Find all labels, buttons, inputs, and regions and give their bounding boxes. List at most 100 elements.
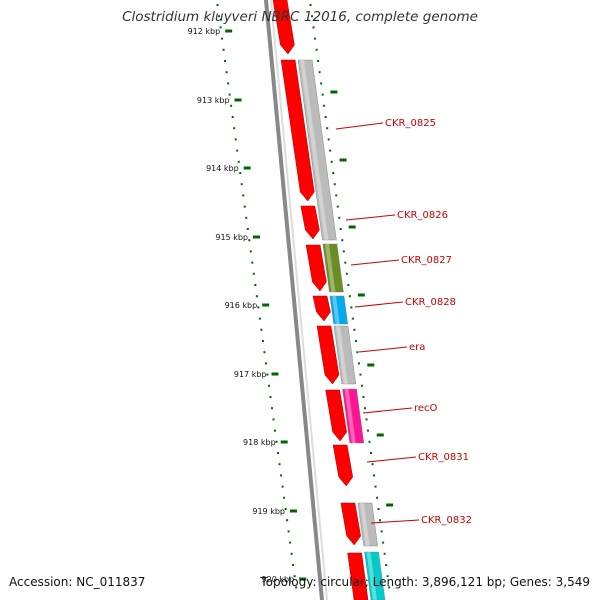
minor-tick — [249, 250, 252, 253]
minor-tick — [339, 228, 342, 230]
minor-tick — [333, 183, 336, 186]
minor-tick — [239, 172, 242, 174]
minor-tick — [252, 272, 255, 275]
bar-highlight — [331, 296, 340, 324]
minor-tick — [380, 530, 383, 533]
minor-tick — [270, 407, 273, 410]
kbp-tick-label: 917 kbp — [234, 370, 267, 379]
minor-tick — [373, 474, 376, 477]
minor-tick — [233, 127, 236, 130]
minor-tick — [341, 239, 344, 242]
minor-tick — [332, 172, 335, 174]
bar-highlight — [366, 552, 377, 600]
genome-backbone — [264, 0, 328, 600]
minor-tick — [295, 586, 298, 589]
kbp-tick-label: 913 kbp — [197, 96, 230, 105]
major-tick — [252, 235, 260, 239]
minor-tick — [289, 541, 292, 544]
category-bar — [322, 243, 344, 293]
bar-highlight — [324, 244, 336, 292]
cds-arrow — [316, 325, 340, 385]
major-tick — [330, 90, 338, 94]
minor-tick — [218, 15, 221, 18]
kbp-tick-label: 920 kbp — [262, 575, 295, 584]
gene-label-ckr_0825: CKR_0825 — [385, 118, 436, 129]
bar-highlight — [344, 389, 356, 443]
minor-tick — [272, 418, 275, 421]
minor-tick — [230, 104, 233, 107]
minor-tick — [281, 485, 284, 488]
cds-arrow — [280, 59, 315, 202]
minor-tick — [385, 564, 388, 566]
gene-label-leader — [354, 301, 404, 308]
minor-tick — [314, 37, 317, 40]
major-tick — [271, 372, 279, 376]
gene-label-leader — [358, 346, 408, 353]
major-tick — [262, 303, 270, 307]
minor-tick — [255, 295, 258, 298]
minor-tick — [290, 552, 293, 555]
gene-label-ckr_0831: CKR_0831 — [418, 452, 469, 463]
minor-tick — [280, 474, 283, 477]
minor-tick — [327, 138, 330, 141]
minor-tick — [335, 194, 338, 197]
cds-arrow — [305, 244, 327, 292]
bar-highlight — [359, 503, 370, 546]
minor-tick — [246, 228, 249, 230]
minor-tick — [266, 373, 269, 376]
minor-tick — [353, 328, 356, 331]
cds-arrow — [325, 389, 347, 442]
major-tick — [357, 293, 365, 297]
minor-tick — [225, 71, 228, 74]
minor-tick — [357, 362, 360, 365]
minor-tick — [360, 384, 363, 387]
minor-tick — [261, 340, 264, 342]
minor-tick — [318, 71, 321, 74]
minor-tick — [222, 48, 225, 51]
category-bar — [333, 325, 357, 385]
minor-tick — [245, 216, 248, 219]
minor-tick — [368, 440, 371, 443]
minor-tick — [363, 407, 366, 410]
minor-tick — [251, 261, 254, 264]
backbone-line — [264, 0, 324, 600]
kbp-tick-label: 916 kbp — [225, 301, 258, 310]
kbp-tick-label: 912 kbp — [188, 27, 221, 36]
minor-tick — [344, 261, 347, 264]
minor-tick — [350, 306, 353, 309]
minor-tick — [311, 15, 314, 18]
minor-tick — [287, 530, 290, 533]
major-tick — [289, 509, 297, 513]
minor-tick — [386, 575, 389, 578]
minor-tick — [342, 250, 345, 253]
feature-track — [272, 0, 386, 600]
minor-tick — [231, 116, 234, 118]
kbp-tick-track: 912 kbp 913 kbp 914 kbp 915 kbp 916 kbp 917 k… — [188, 4, 394, 589]
cds-arrow — [340, 502, 361, 546]
minor-tick — [292, 564, 295, 566]
minor-tick — [388, 586, 391, 589]
minor-tick — [221, 37, 224, 40]
minor-tick — [317, 60, 320, 62]
gene-label-leader — [335, 122, 384, 130]
minor-tick — [320, 82, 323, 85]
minor-tick — [283, 496, 286, 499]
category-bar — [342, 388, 365, 444]
cds-arrow — [272, 0, 295, 55]
minor-tick — [347, 284, 350, 286]
minor-tick — [273, 429, 276, 432]
category-bar — [357, 502, 378, 547]
minor-tick — [356, 351, 359, 354]
minor-tick — [284, 508, 287, 510]
minor-tick — [315, 48, 318, 51]
minor-tick — [345, 272, 348, 275]
minor-tick — [293, 575, 296, 578]
minor-tick — [278, 463, 281, 466]
minor-tick — [330, 160, 333, 163]
minor-tick — [359, 373, 362, 376]
minor-tick — [348, 295, 351, 298]
minor-tick — [324, 116, 327, 118]
minor-tick — [258, 317, 261, 320]
minor-tick — [351, 317, 354, 320]
